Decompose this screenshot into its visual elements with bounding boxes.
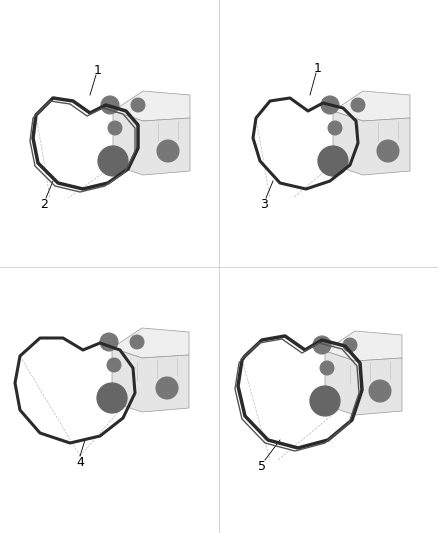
Circle shape: [369, 380, 391, 402]
Circle shape: [131, 98, 145, 112]
Circle shape: [107, 358, 121, 372]
Circle shape: [310, 386, 340, 416]
Text: 3: 3: [260, 198, 268, 212]
Text: 1: 1: [94, 64, 102, 77]
Polygon shape: [112, 328, 189, 358]
Circle shape: [320, 361, 334, 375]
Polygon shape: [325, 351, 402, 415]
Text: 2: 2: [40, 198, 48, 212]
Text: 5: 5: [258, 459, 266, 472]
Circle shape: [313, 336, 331, 354]
Polygon shape: [325, 331, 402, 361]
Polygon shape: [333, 91, 410, 121]
Circle shape: [100, 333, 118, 351]
Circle shape: [351, 98, 365, 112]
Circle shape: [321, 96, 339, 114]
Text: 1: 1: [314, 62, 322, 76]
Circle shape: [97, 383, 127, 413]
Circle shape: [101, 96, 119, 114]
Circle shape: [98, 146, 128, 176]
Circle shape: [377, 140, 399, 162]
Circle shape: [318, 146, 348, 176]
Circle shape: [130, 335, 144, 349]
Circle shape: [343, 338, 357, 352]
Circle shape: [108, 121, 122, 135]
Polygon shape: [113, 91, 190, 121]
Polygon shape: [333, 111, 410, 175]
Polygon shape: [113, 111, 190, 175]
Circle shape: [328, 121, 342, 135]
Text: 4: 4: [76, 456, 84, 469]
Circle shape: [156, 377, 178, 399]
Polygon shape: [112, 348, 189, 412]
Circle shape: [157, 140, 179, 162]
